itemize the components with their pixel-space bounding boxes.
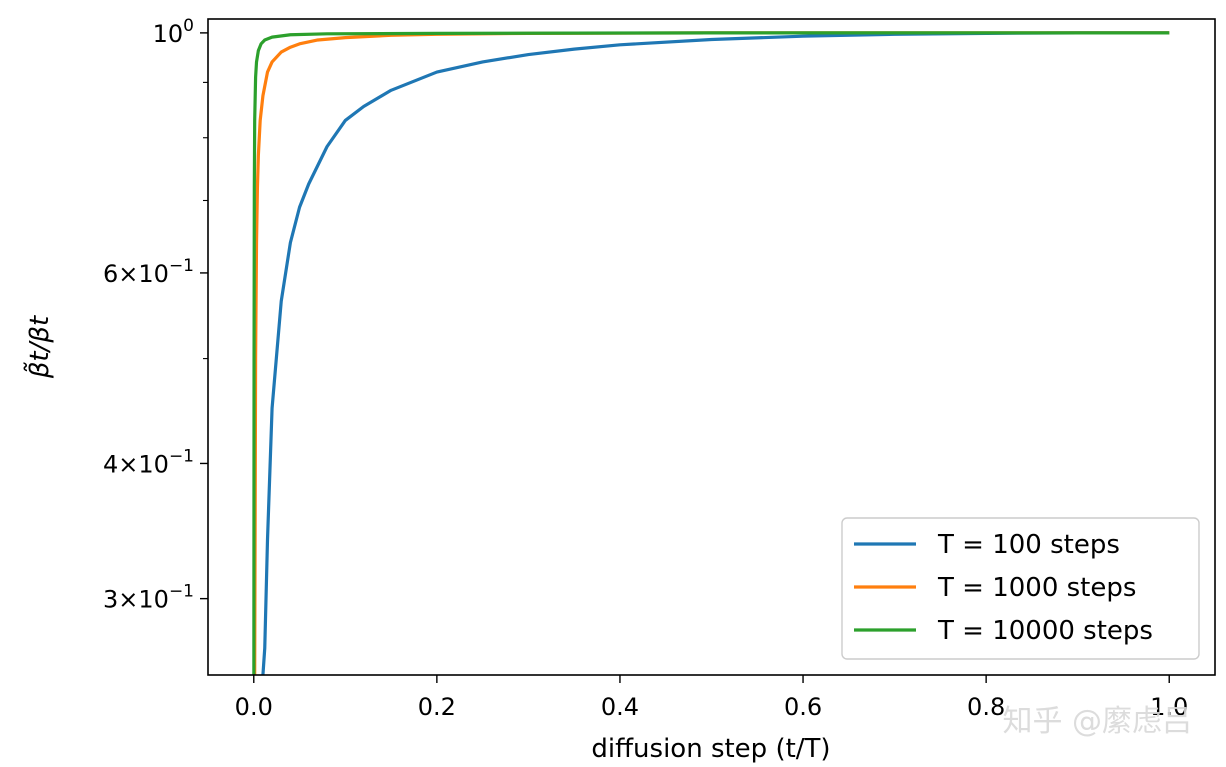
series-line-T10000 (252, 31, 1170, 675)
x-ticks: 0.0 0.2 0.4 0.6 0.8 1.0 (235, 675, 1188, 721)
y-tick-label: 6×10−1 (103, 256, 194, 288)
y-tick-label: 3×10−1 (103, 582, 194, 614)
watermark-text: 知乎 @縻虑吕 (1002, 704, 1192, 739)
series-layer (252, 31, 1170, 675)
x-axis-label: diffusion step (t/T) (591, 734, 830, 764)
legend-label: T = 100 steps (937, 530, 1120, 560)
y-axis-label-group: β̃t/βt (22, 315, 55, 379)
x-tick-label: 1.0 (1150, 693, 1188, 721)
y-tick-label: 100 (153, 16, 194, 48)
legend-label: T = 1000 steps (937, 573, 1136, 603)
x-tick-label: 0.4 (601, 693, 639, 721)
x-tick-label: 0.6 (784, 693, 822, 721)
y-axis-label: β̃t/βt (22, 315, 55, 379)
legend-label: T = 10000 steps (937, 616, 1153, 646)
legend: T = 100 steps T = 1000 steps T = 10000 ste… (841, 517, 1200, 660)
x-tick-label: 0.0 (235, 693, 273, 721)
y-tick-label: 4×10−1 (103, 446, 194, 478)
axes-frame (207, 18, 1216, 676)
x-tick-label: 0.2 (418, 693, 456, 721)
series-line-T100 (261, 31, 1170, 675)
y-ticks: 100 6×10−1 4×10−1 3×10−1 (103, 16, 208, 614)
x-tick-label: 0.8 (967, 693, 1005, 721)
legend-box (841, 517, 1200, 660)
